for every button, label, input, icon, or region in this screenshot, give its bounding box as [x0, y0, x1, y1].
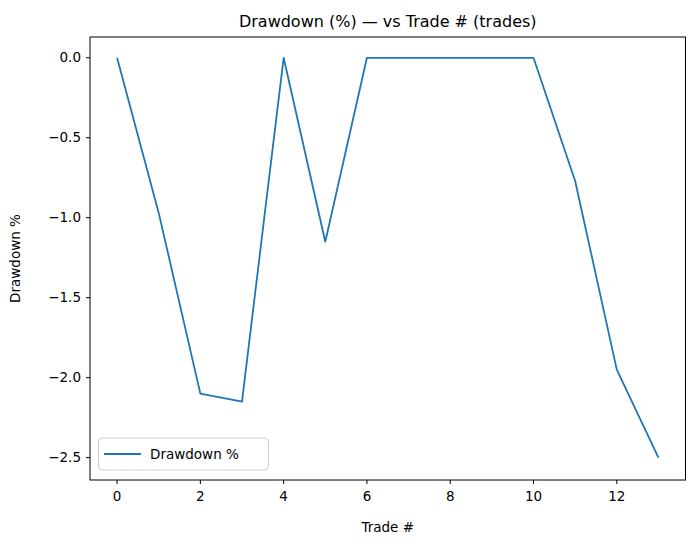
- x-tick-label: 8: [446, 488, 455, 504]
- series-group: [117, 58, 658, 458]
- x-tick-label: 12: [608, 488, 625, 504]
- chart-title: Drawdown (%) — vs Trade # (trades): [239, 12, 537, 31]
- figure: 0 2 4 6 8 10 12 0.0 −0.5 −1.0 −1.5 −2.0 −2.5 Drawdo…: [0, 0, 695, 546]
- x-tick-label: 2: [196, 488, 205, 504]
- y-tick-label: −0.5: [48, 129, 81, 145]
- y-tick-label: −2.5: [48, 449, 81, 465]
- x-tick-label: 10: [525, 488, 542, 504]
- x-axis-label: Trade #: [360, 519, 414, 535]
- y-axis: 0.0 −0.5 −1.0 −1.5 −2.0 −2.5: [48, 49, 90, 465]
- y-tick-label: 0.0: [60, 49, 81, 65]
- legend-label: Drawdown %: [150, 446, 239, 462]
- y-tick-label: −1.0: [48, 209, 81, 225]
- x-tick-label: 0: [113, 488, 122, 504]
- x-tick-label: 4: [279, 488, 288, 504]
- y-tick-label: −1.5: [48, 289, 81, 305]
- y-tick-label: −2.0: [48, 369, 81, 385]
- x-axis: 0 2 4 6 8 10 12: [113, 480, 626, 504]
- drawdown-line-series: [117, 58, 658, 458]
- legend: Drawdown %: [99, 438, 269, 470]
- x-tick-label: 6: [363, 488, 372, 504]
- drawdown-chart: 0 2 4 6 8 10 12 0.0 −0.5 −1.0 −1.5 −2.0 −2.5 Drawdo…: [0, 0, 695, 546]
- plot-area: [90, 37, 686, 480]
- y-axis-label: Drawdown %: [7, 214, 23, 303]
